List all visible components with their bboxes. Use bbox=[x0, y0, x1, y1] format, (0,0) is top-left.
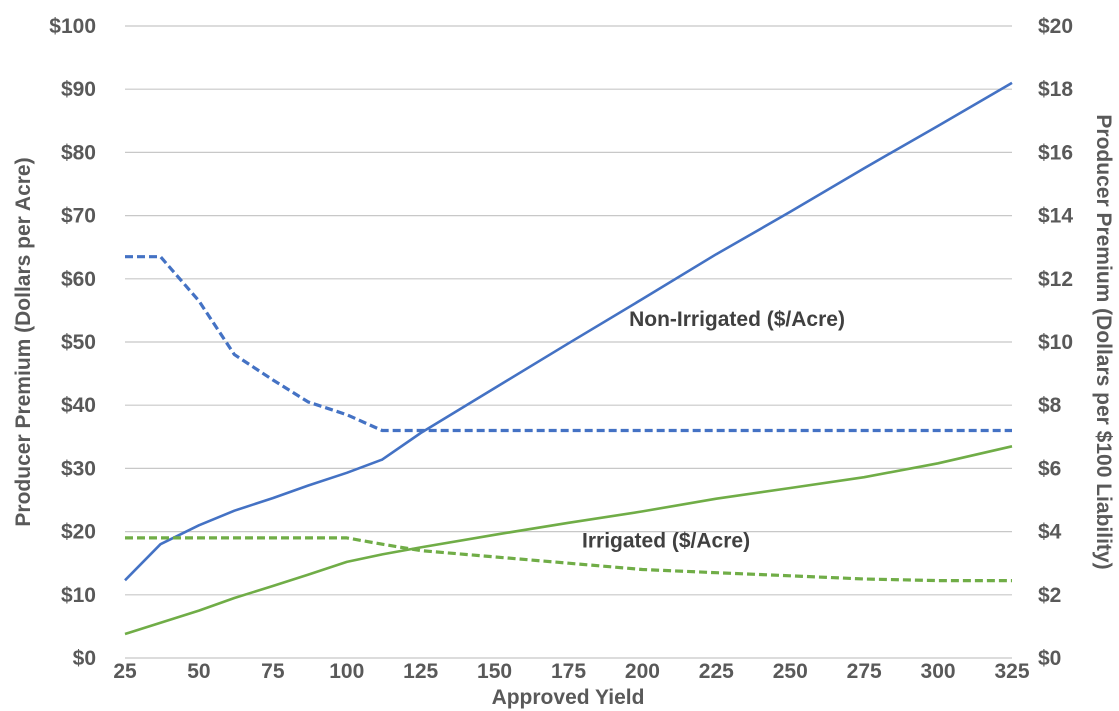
y-left-tick-label: $0 bbox=[73, 647, 96, 670]
x-tick-label: 200 bbox=[625, 660, 660, 683]
y-left-tick-label: $80 bbox=[61, 141, 96, 164]
x-tick-label: 75 bbox=[261, 660, 285, 683]
series-line-0 bbox=[124, 81, 1013, 582]
y-right-tick-label: $12 bbox=[1038, 268, 1073, 291]
y-left-tick-label: $70 bbox=[61, 205, 96, 228]
x-tick-label: 250 bbox=[773, 660, 808, 683]
tick-labels: $0 $10 $20 $30 $40 $50 $60 $70 $80 $90 $100 $0 $2 $4 $… bbox=[49, 15, 1073, 683]
y-left-tick-label: $50 bbox=[61, 331, 96, 354]
x-tick-label: 50 bbox=[187, 660, 210, 683]
x-tick-label: 175 bbox=[551, 660, 586, 683]
y-right-tick-label: $20 bbox=[1038, 15, 1073, 38]
y-left-tick-label: $100 bbox=[49, 15, 96, 38]
y-left-tick-label: $10 bbox=[61, 584, 96, 607]
y-right-tick-label: $6 bbox=[1038, 457, 1061, 480]
series-line-2 bbox=[124, 445, 1013, 636]
y-right-tick-label: $16 bbox=[1038, 141, 1073, 164]
y-left-tick-label: $30 bbox=[61, 457, 96, 480]
y-right-tick-label: $4 bbox=[1038, 521, 1062, 544]
right-y-axis-title: Producer Premium (Dollars per $100 Liabi… bbox=[1092, 114, 1115, 569]
y-left-tick-label: $60 bbox=[61, 268, 96, 291]
y-right-tick-label: $2 bbox=[1038, 584, 1061, 607]
series-line-3 bbox=[125, 536, 1012, 583]
x-tick-label: 150 bbox=[477, 660, 512, 683]
y-left-tick-label: $90 bbox=[61, 78, 96, 101]
series-line-1 bbox=[125, 255, 1012, 433]
x-tick-label: 325 bbox=[994, 660, 1029, 683]
y-right-tick-label: $0 bbox=[1038, 647, 1061, 670]
y-right-tick-label: $14 bbox=[1038, 205, 1073, 228]
irrigated-label: Irrigated ($/Acre) bbox=[582, 529, 750, 552]
y-right-tick-label: $10 bbox=[1038, 331, 1073, 354]
x-tick-label: 300 bbox=[921, 660, 956, 683]
y-left-tick-label: $40 bbox=[61, 394, 96, 417]
left-y-axis-title: Producer Premium (Dollars per Acre) bbox=[12, 157, 35, 526]
y-right-tick-label: $18 bbox=[1038, 78, 1073, 101]
y-right-tick-label: $8 bbox=[1038, 394, 1062, 417]
non-irrigated-label: Non-Irrigated ($/Acre) bbox=[629, 308, 845, 331]
x-tick-label: 100 bbox=[329, 660, 364, 683]
y-left-tick-label: $20 bbox=[61, 521, 96, 544]
x-tick-label: 125 bbox=[403, 660, 438, 683]
x-tick-label: 225 bbox=[699, 660, 734, 683]
x-axis-title: Approved Yield bbox=[492, 686, 645, 709]
series-lines bbox=[124, 81, 1013, 636]
x-tick-label: 25 bbox=[113, 660, 137, 683]
x-tick-label: 275 bbox=[847, 660, 882, 683]
